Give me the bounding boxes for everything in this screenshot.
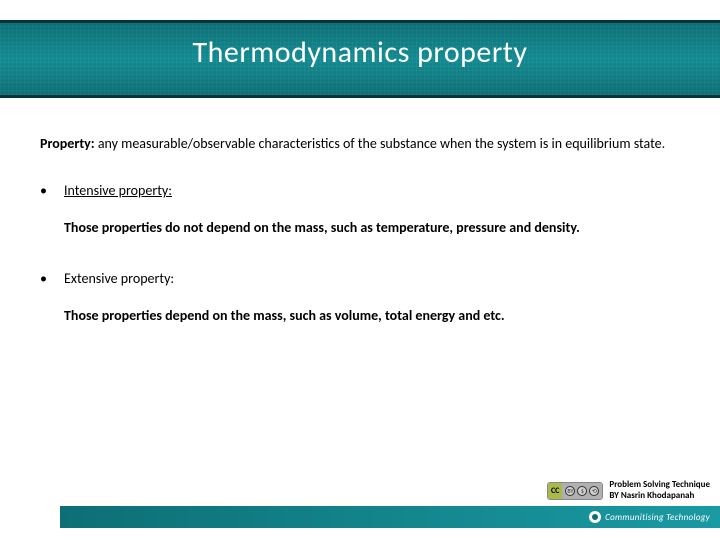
footer-brand-text: Communitising Technology bbox=[605, 512, 710, 523]
slide: Thermodynamics property Property: any me… bbox=[0, 0, 720, 540]
credit-line2: BY Nasrin Khodapanah bbox=[609, 491, 710, 502]
bullet-2: • Extensive property: bbox=[40, 270, 680, 288]
footer-bar: Communitising Technology bbox=[60, 506, 720, 528]
bullet-1-label: Intensive property: bbox=[64, 182, 172, 200]
credit-text: Problem Solving Technique BY Nasrin Khod… bbox=[609, 480, 710, 502]
lead-bold: Property: bbox=[40, 135, 95, 152]
cc-label: CC bbox=[551, 487, 559, 495]
slide-title: Thermodynamics property bbox=[0, 34, 720, 71]
bullet-1: • Intensive property: bbox=[40, 182, 680, 200]
lead-rest: any measurable/observable characteristic… bbox=[95, 135, 665, 152]
bullet-dot: • bbox=[40, 270, 64, 288]
cc-badge-left: CC bbox=[548, 483, 562, 499]
lead-paragraph: Property: any measurable/observable char… bbox=[40, 128, 680, 160]
bullet-dot: • bbox=[40, 182, 64, 200]
bullet-1-desc: Those properties do not depend on the ma… bbox=[64, 218, 680, 238]
cc-sa-icon: ⟲ bbox=[589, 486, 599, 496]
cc-by-icon: BY bbox=[565, 486, 575, 496]
bullet-2-desc: Those properties depend on the mass, suc… bbox=[64, 306, 680, 326]
cc-badge-right: BY $ ⟲ bbox=[562, 483, 602, 499]
cc-nc-icon: $ bbox=[577, 486, 587, 496]
credit-block: CC BY $ ⟲ Problem Solving Technique BY N… bbox=[547, 480, 710, 502]
bullet-2-label: Extensive property: bbox=[64, 270, 174, 288]
footer-logo-icon bbox=[589, 511, 601, 523]
footer-logo: Communitising Technology bbox=[589, 511, 710, 523]
slide-body: Property: any measurable/observable char… bbox=[40, 128, 680, 358]
cc-badge: CC BY $ ⟲ bbox=[547, 482, 603, 500]
